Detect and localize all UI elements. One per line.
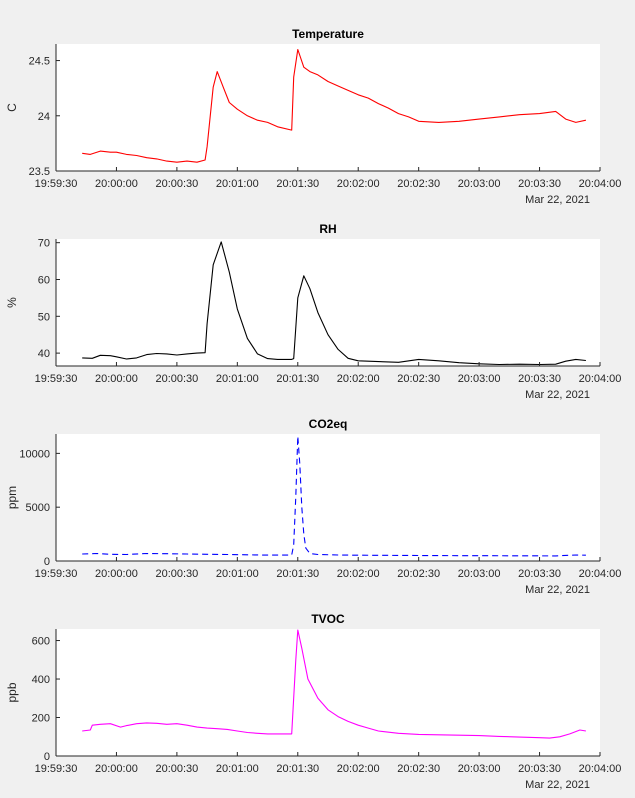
series-line: [82, 629, 586, 739]
chart-title: RH: [319, 222, 336, 236]
y-axis-label: ppb: [5, 682, 19, 702]
y-tick-label: 24.5: [29, 56, 50, 68]
x-tick-label: 20:01:30: [276, 763, 319, 775]
x-tick-label: 20:00:00: [95, 178, 138, 190]
y-tick-label: 23.5: [29, 166, 50, 178]
x-tick-label: 20:03:00: [458, 763, 501, 775]
chart-title: CO2eq: [309, 417, 348, 431]
plot-area: [56, 239, 600, 366]
date-label: Mar 22, 2021: [525, 389, 590, 401]
x-tick-label: 20:01:00: [216, 763, 259, 775]
y-tick-label: 60: [38, 274, 50, 286]
y-tick-label: 5000: [26, 502, 50, 514]
x-tick-label: 19:59:30: [35, 178, 78, 190]
x-tick-label: 20:00:00: [95, 568, 138, 580]
x-tick-label: 19:59:30: [35, 568, 78, 580]
x-tick-label: 20:01:30: [276, 373, 319, 385]
y-tick-label: 10000: [19, 448, 50, 460]
plot-area: [56, 44, 600, 171]
x-tick-label: 20:03:30: [518, 178, 561, 190]
y-axis-label: %: [5, 297, 19, 308]
x-tick-label: 20:02:00: [337, 373, 380, 385]
x-tick-label: 20:03:30: [518, 373, 561, 385]
series-line: [82, 435, 586, 557]
date-label: Mar 22, 2021: [525, 779, 590, 791]
x-tick-label: 20:00:30: [155, 568, 198, 580]
y-tick-label: 0: [44, 751, 50, 763]
y-tick-label: 24: [38, 111, 50, 123]
x-tick-label: 20:00:30: [155, 373, 198, 385]
chart-2: 19:59:30 20:00:00 20:00:30 20:01:00 20:01:30…: [5, 417, 621, 596]
x-tick-label: 20:01:00: [216, 178, 259, 190]
x-tick-label: 20:04:00: [579, 373, 622, 385]
date-label: Mar 22, 2021: [525, 194, 590, 206]
x-tick-label: 20:01:00: [216, 568, 259, 580]
x-tick-label: 20:02:00: [337, 568, 380, 580]
y-tick-label: 0: [44, 556, 50, 568]
x-tick-label: 20:01:30: [276, 178, 319, 190]
y-tick-label: 200: [32, 713, 50, 725]
x-tick-label: 20:02:30: [397, 373, 440, 385]
x-tick-label: 19:59:30: [35, 373, 78, 385]
y-tick-label: 600: [32, 636, 50, 648]
y-tick-label: 50: [38, 311, 50, 323]
x-tick-label: 20:04:00: [579, 763, 622, 775]
y-tick-label: 400: [32, 674, 50, 686]
chart-0: 19:59:30 20:00:00 20:00:30 20:01:00 20:01:30…: [5, 27, 621, 206]
x-tick-label: 20:02:00: [337, 763, 380, 775]
x-tick-label: 20:00:30: [155, 763, 198, 775]
x-tick-label: 20:03:30: [518, 568, 561, 580]
y-axis-label: ppm: [5, 486, 19, 509]
x-tick-label: 20:02:30: [397, 763, 440, 775]
series-line: [82, 241, 586, 366]
y-tick-label: 70: [38, 238, 50, 250]
x-tick-label: 20:02:30: [397, 568, 440, 580]
x-tick-label: 20:04:00: [579, 178, 622, 190]
x-tick-label: 20:03:00: [458, 178, 501, 190]
x-tick-label: 20:01:00: [216, 373, 259, 385]
x-tick-label: 19:59:30: [35, 763, 78, 775]
x-tick-label: 20:03:30: [518, 763, 561, 775]
chart-title: Temperature: [292, 27, 364, 41]
x-tick-label: 20:04:00: [579, 568, 622, 580]
date-label: Mar 22, 2021: [525, 584, 590, 596]
x-tick-label: 20:02:30: [397, 178, 440, 190]
y-tick-label: 40: [38, 348, 50, 360]
x-tick-label: 20:00:30: [155, 178, 198, 190]
x-tick-label: 20:02:00: [337, 178, 380, 190]
series-line: [82, 48, 587, 163]
plot-area: [56, 629, 600, 756]
chart-1: 19:59:30 20:00:00 20:00:30 20:01:00 20:01:30…: [5, 222, 621, 401]
chart-title: TVOC: [311, 612, 345, 626]
x-tick-label: 20:00:00: [95, 763, 138, 775]
y-axis-label: C: [5, 103, 19, 112]
x-tick-label: 20:03:00: [458, 568, 501, 580]
plot-area: [56, 434, 600, 561]
x-tick-label: 20:01:30: [276, 568, 319, 580]
x-tick-label: 20:00:00: [95, 373, 138, 385]
x-tick-label: 20:03:00: [458, 373, 501, 385]
chart-3: 19:59:30 20:00:00 20:00:30 20:01:00 20:01:30…: [5, 612, 621, 791]
